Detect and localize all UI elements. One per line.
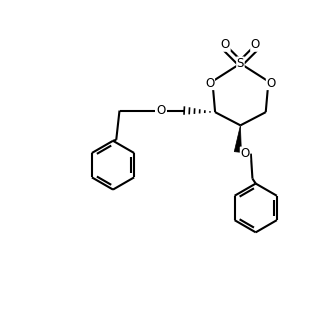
Text: O: O bbox=[156, 104, 165, 117]
Text: O: O bbox=[221, 38, 230, 51]
Text: O: O bbox=[266, 76, 276, 90]
Polygon shape bbox=[234, 125, 241, 152]
Text: S: S bbox=[237, 57, 244, 70]
Text: O: O bbox=[240, 147, 250, 160]
Text: O: O bbox=[251, 38, 260, 51]
Text: O: O bbox=[205, 76, 215, 90]
